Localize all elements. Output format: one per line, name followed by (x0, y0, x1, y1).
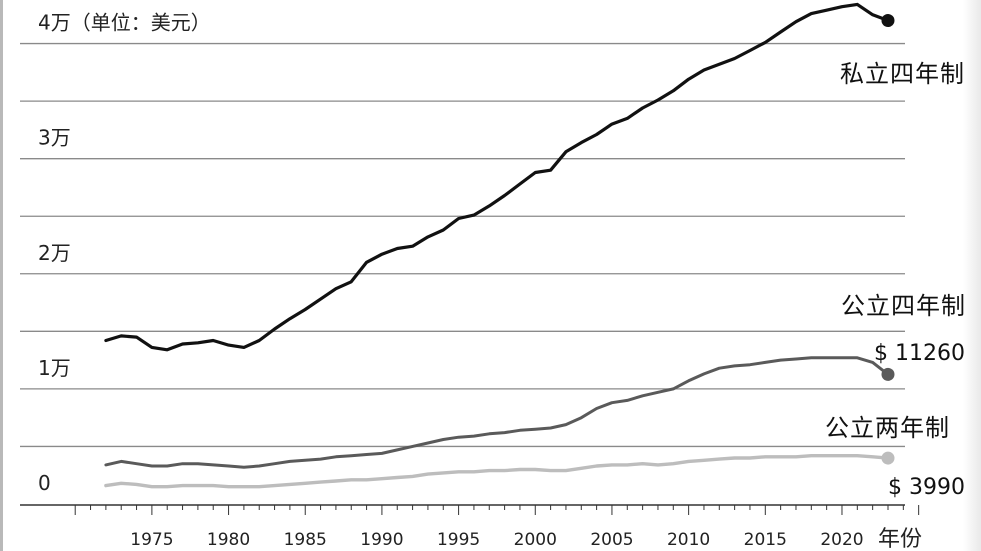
y-tick-label: 2万 (38, 241, 71, 265)
series-line (104, 356, 890, 469)
left-border (0, 0, 3, 551)
gridlines (20, 42, 905, 448)
x-tick-label: 2005 (590, 530, 633, 550)
series-name-label: 公立四年制 (841, 292, 966, 320)
x-tick-label: 1990 (360, 530, 403, 550)
x-tick-label: 1975 (130, 530, 173, 550)
x-tick-label: 1995 (437, 530, 480, 550)
series-end-marker (881, 14, 895, 28)
y-tick-label: 1万 (38, 356, 71, 380)
x-tick-label: 1985 (284, 530, 327, 550)
series-name-label: 公立两年制 (825, 414, 950, 442)
x-tick-label: 2010 (667, 530, 710, 550)
series-end-value-label: $ 11260 (874, 341, 965, 366)
x-tick-label: 2015 (744, 530, 787, 550)
x-tick-label: 1980 (207, 530, 250, 550)
y-tick-label: 3万 (38, 126, 71, 150)
y-tick-label: 0 (38, 471, 51, 495)
x-axis (20, 504, 920, 515)
x-axis-label: 年份 (878, 527, 922, 551)
series-end-marker (881, 367, 895, 381)
series-name-label: 私立四年制 (840, 60, 965, 88)
x-tick-label: 2020 (820, 530, 863, 550)
x-tick-label: 2000 (514, 530, 557, 550)
series-end-value-label: $ 3990 (888, 475, 965, 500)
series-lines (104, 2, 895, 489)
series-end-marker (881, 451, 895, 465)
y-tick-label: 4万（单位：美元） (38, 11, 211, 35)
series-line (104, 454, 890, 489)
page-edge-shadow (963, 0, 981, 551)
series-line (104, 2, 890, 352)
x-tick-labels: 1975 1980 1985 1990 1995 2000 2005 2010 2015 2020… (130, 527, 922, 551)
y-tick-labels: 0 1万 2万 3万 4万（单位：美元） (38, 11, 211, 495)
